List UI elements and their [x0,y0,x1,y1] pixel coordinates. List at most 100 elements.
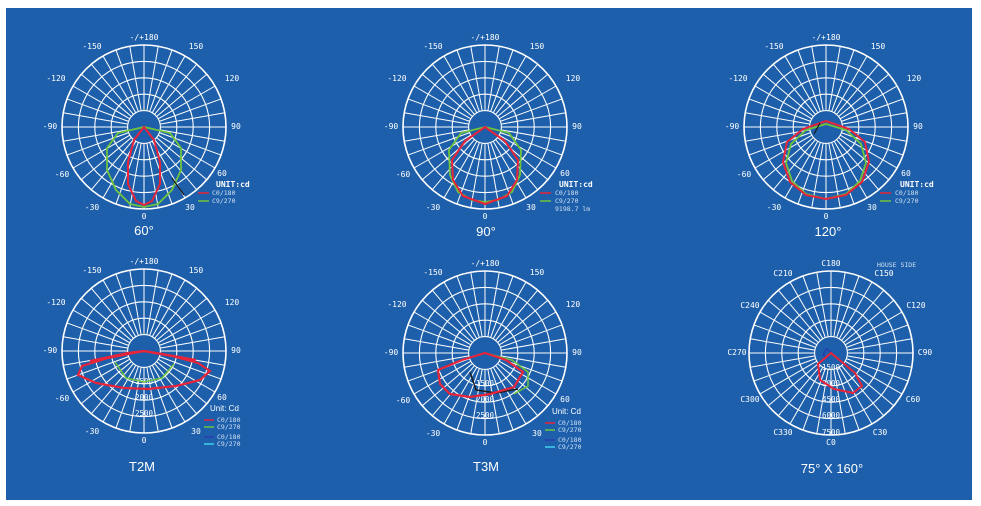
grid-spoke [831,142,855,205]
grid-spoke [72,358,131,393]
grid-spoke [404,338,469,351]
tick-c210: C210 [773,269,792,278]
grid-spoke [90,287,134,339]
tick-60: 60 [560,169,570,178]
grid-spoke [750,355,815,368]
grid-spoke [149,49,173,112]
grid-spoke [500,132,563,156]
grid-spoke [470,46,483,111]
grid-spoke [495,289,539,341]
ring-label-1: 1500 [476,379,495,388]
legend-item-3: C0/180 [558,436,582,444]
grid-spoke [90,363,134,415]
grid-spoke [836,368,860,431]
tick-m30: -30 [85,203,100,212]
grid-spoke [443,281,478,340]
tick-120: 120 [225,74,240,83]
polar-grid [402,270,568,436]
tick-90: 90 [913,122,923,131]
grid-spoke [151,364,186,423]
grid-spoke [495,63,539,115]
grid-spoke [816,272,829,337]
legend-item-2: C9/270 [217,423,241,431]
legend-c0-180: C0/180 [895,189,919,197]
tick-120: 120 [225,298,240,307]
grid-spoke [156,297,208,341]
grid-spoke [470,272,483,337]
grid-spoke [160,112,225,125]
grid-spoke [501,129,566,142]
caption: 60° [134,223,154,238]
grid-spoke [816,369,829,434]
luminous-flux: 9198.7 lm [555,205,590,213]
grid-spoke [160,336,225,349]
grid-spoke [115,273,139,336]
grid-spoke [149,273,173,336]
grid-spoke [154,363,198,415]
grid-spoke [490,368,514,431]
grid-spoke [404,112,469,125]
grid-spoke [431,139,475,191]
tick-0: 0 [142,436,147,445]
legend-c90-270: C9/270 [212,197,236,205]
tick-m60: -60 [396,396,411,405]
tick-120: 120 [566,300,581,309]
tick-top: -/+180 [130,33,159,42]
tick-30: 30 [185,203,195,212]
grid-spoke [745,112,810,125]
tick-m90: -90 [384,122,399,131]
grid-spoke [102,55,137,114]
grid-spoke [777,289,821,341]
grid-spoke [443,55,478,114]
legend-c90-270: C9/270 [895,197,919,205]
tick-30: 30 [526,203,536,212]
curve-c0-180 [127,125,161,207]
tick-60: 60 [217,169,227,178]
grid-spoke [839,134,898,169]
grid-spoke [159,132,222,156]
curve-c90-270 [448,126,522,203]
grid-spoke [129,143,142,208]
grid-spoke [421,137,473,181]
tick-m60: -60 [396,170,411,179]
legend-item-2: C9/270 [558,426,582,434]
grid-spoke [156,361,208,405]
grid-spoke [833,55,868,114]
grid-spoke [847,355,912,368]
grid-spoke [842,112,907,125]
tick-m120: -120 [46,74,65,83]
grid-spoke [72,85,131,120]
legend-c90-270: C9/270 [555,197,579,205]
grid-spoke [498,134,557,169]
polar-diagram-120: -/+180 -150 150 -120 120 -90 90 -60 60 -… [725,33,934,239]
grid-spoke [431,63,475,115]
grid-spoke [762,137,814,181]
grid-spoke [63,336,128,349]
grid-spoke [490,142,514,205]
tick-m60: -60 [55,170,70,179]
unit-label: UNIT:cd [216,180,250,189]
grid-spoke [833,369,846,434]
grid-spoke [66,98,129,122]
legend-item-3: C0/180 [217,433,241,441]
tick-60: 60 [901,169,911,178]
grid-spoke [146,270,159,335]
grid-spoke [841,132,904,156]
curve-c90-270 [106,126,182,208]
grid-spoke [456,368,480,431]
caption: T2M [129,459,155,474]
grid-spoke [129,367,142,432]
grid-spoke [501,355,566,368]
grid-spoke [487,143,500,208]
grid-spoke [754,134,813,169]
polar-grid [61,44,227,210]
grid-spoke [421,73,473,117]
grid-spoke [407,132,470,156]
grid-spoke [154,287,198,339]
tick-m150: -150 [423,268,442,277]
grid-spoke [497,363,549,407]
grid-spoke [843,299,895,343]
tick-m60: -60 [55,394,70,403]
grid-spoke [157,134,216,169]
